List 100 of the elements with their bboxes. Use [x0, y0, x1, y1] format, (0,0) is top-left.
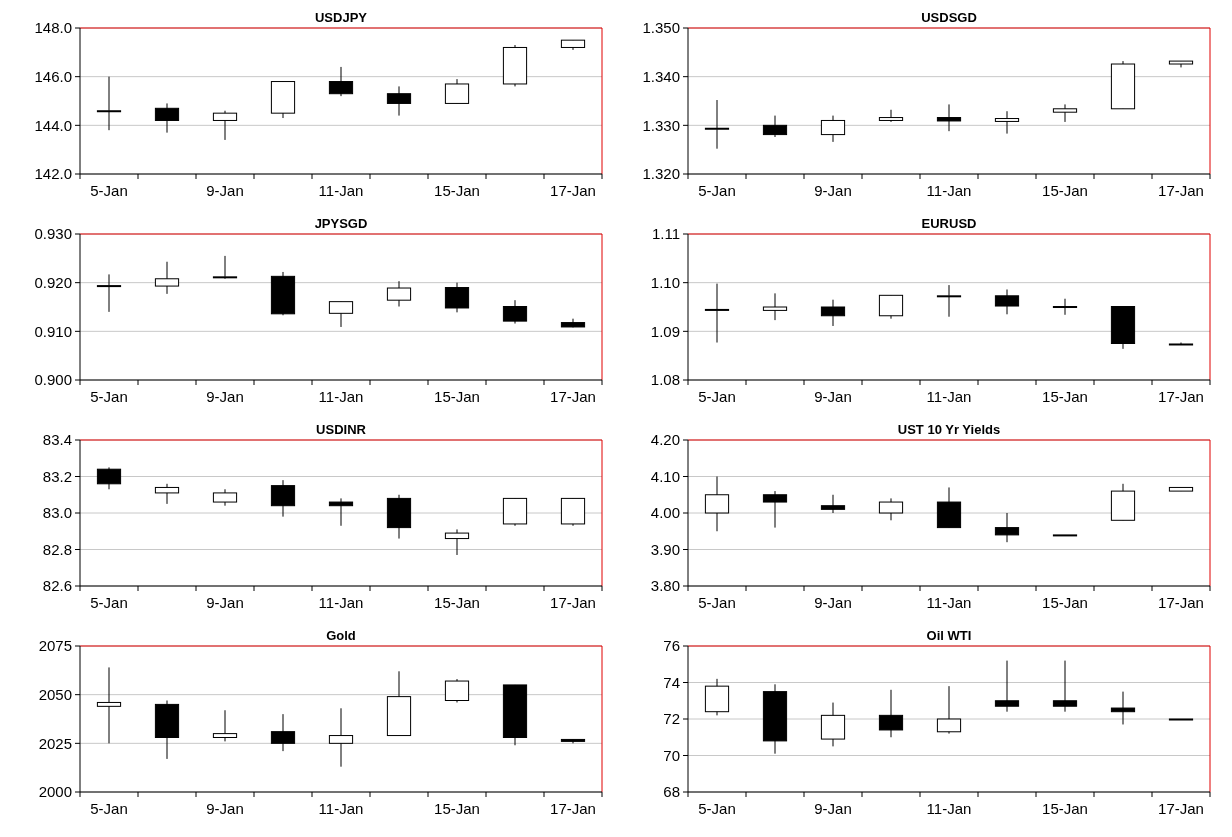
x-tick-label: 5-Jan	[698, 182, 736, 199]
chart-title: Gold	[326, 628, 356, 643]
x-tick-label: 11-Jan	[318, 594, 364, 611]
candlestick	[444, 678, 470, 703]
x-tick-label: 5-Jan	[90, 800, 128, 817]
x-tick-label: 17-Jan	[1158, 182, 1204, 199]
candlestick	[820, 702, 846, 747]
candlestick	[878, 294, 904, 320]
x-tick-label: 11-Jan	[926, 594, 972, 611]
candlestick	[820, 115, 846, 143]
x-tick-label: 5-Jan	[90, 182, 128, 199]
y-tick-label: 83.0	[42, 504, 72, 522]
candlestick	[154, 483, 180, 505]
candlestick	[328, 497, 354, 527]
candlestick	[444, 528, 470, 556]
candlestick	[762, 490, 788, 529]
y-tick-label: 2000	[38, 783, 72, 801]
y-tick-label: 4.20	[650, 431, 680, 449]
x-tick-label: 15-Jan	[434, 388, 480, 405]
candlestick	[704, 476, 730, 532]
x-tick-label: 9-Jan	[814, 800, 852, 817]
x-tick-label: 5-Jan	[90, 388, 128, 405]
candlestick	[270, 479, 296, 518]
x-tick-label: 5-Jan	[698, 388, 736, 405]
x-tick-label: 17-Jan	[1158, 800, 1204, 817]
candlestick	[96, 76, 122, 131]
x-tick-label: 15-Jan	[1042, 594, 1088, 611]
chart-title: USDJPY	[314, 10, 368, 25]
candlestick	[386, 280, 412, 308]
candlestick	[820, 299, 846, 327]
x-tick-label: 15-Jan	[1042, 182, 1088, 199]
candlestick	[994, 512, 1020, 543]
candlestick	[820, 494, 846, 514]
x-tick-label: 15-Jan	[1042, 800, 1088, 817]
y-tick-label: 70	[663, 746, 680, 764]
candlestick	[762, 115, 788, 138]
y-tick-label: 3.80	[650, 577, 680, 595]
candlestick	[154, 261, 180, 295]
candlestick	[936, 685, 962, 735]
candlestick	[936, 103, 962, 132]
x-tick-label: 15-Jan	[434, 800, 480, 817]
candlestick	[212, 255, 238, 280]
x-tick-label: 5-Jan	[698, 594, 736, 611]
candlestick	[936, 284, 962, 318]
x-tick-label: 9-Jan	[206, 800, 244, 817]
y-tick-label: 1.340	[642, 67, 680, 85]
x-tick-label: 11-Jan	[318, 182, 364, 199]
x-tick-label: 9-Jan	[814, 388, 852, 405]
y-tick-label: 68	[663, 783, 680, 801]
y-tick-label: 76	[663, 637, 680, 655]
x-tick-label: 17-Jan	[550, 594, 596, 611]
x-tick-label: 11-Jan	[318, 800, 364, 817]
candlestick	[704, 283, 730, 344]
y-tick-label: 1.10	[650, 273, 680, 291]
y-tick-label: 0.900	[34, 371, 72, 389]
y-tick-label: 72	[663, 710, 680, 728]
y-tick-label: 4.10	[650, 467, 680, 485]
x-tick-label: 11-Jan	[926, 800, 972, 817]
x-tick-label: 9-Jan	[814, 594, 852, 611]
chart-title: USDSGD	[921, 10, 977, 25]
candlestick	[704, 99, 730, 150]
candlestick	[328, 707, 354, 768]
y-tick-label: 1.09	[650, 322, 680, 340]
x-tick-label: 5-Jan	[698, 800, 736, 817]
x-tick-label: 9-Jan	[814, 182, 852, 199]
candlestick	[994, 288, 1020, 315]
candlestick	[878, 497, 904, 521]
y-tick-label: 83.4	[42, 431, 72, 449]
y-tick-label: 82.8	[42, 540, 72, 558]
x-tick-label: 11-Jan	[926, 182, 972, 199]
x-tick-label: 17-Jan	[1158, 388, 1204, 405]
candlestick	[154, 102, 180, 134]
x-tick-label: 9-Jan	[206, 182, 244, 199]
candlestick	[270, 713, 296, 752]
y-tick-label: 4.00	[650, 504, 680, 522]
x-tick-label: 11-Jan	[318, 388, 364, 405]
candlestick	[1052, 660, 1078, 713]
candlestick	[444, 282, 470, 313]
y-tick-label: 1.11	[651, 225, 680, 243]
candlestick	[212, 709, 238, 742]
chart-title: EURUSD	[921, 216, 977, 231]
candlestick	[878, 109, 904, 123]
y-tick-label: 74	[663, 673, 680, 691]
candlestick	[444, 78, 470, 104]
y-tick-label: 142.0	[34, 165, 72, 183]
x-tick-label: 17-Jan	[550, 800, 596, 817]
x-tick-label: 15-Jan	[434, 182, 480, 199]
candlestick	[386, 85, 412, 117]
candlestick	[878, 689, 904, 738]
y-tick-label: 2025	[38, 734, 72, 752]
y-tick-label: 1.320	[642, 165, 680, 183]
y-tick-label: 83.2	[42, 467, 72, 485]
chart-title: JPYSGD	[314, 216, 368, 231]
y-tick-label: 0.930	[34, 225, 72, 243]
candlestick	[96, 666, 122, 744]
candlestick	[994, 660, 1020, 713]
y-tick-label: 0.920	[34, 273, 72, 291]
candlestick	[1110, 691, 1136, 725]
candlestick	[1052, 298, 1078, 316]
candlestick	[502, 299, 528, 325]
